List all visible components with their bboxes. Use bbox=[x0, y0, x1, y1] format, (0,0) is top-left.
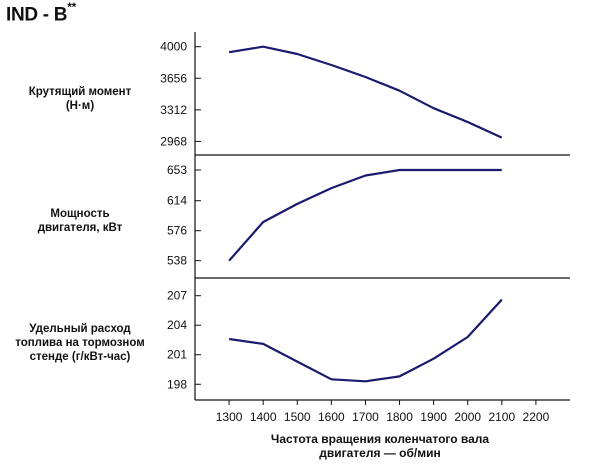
xtick-label-9: 2200 bbox=[523, 410, 550, 424]
fuel-series-line bbox=[228, 298, 503, 383]
xtick-label-4: 1700 bbox=[352, 410, 379, 424]
xtick-label-7: 2000 bbox=[454, 410, 481, 424]
torque-ytick-label-2: 3656 bbox=[160, 71, 187, 85]
torque-ytick-label-0: 2968 bbox=[160, 134, 187, 148]
power-label-line-1: Мощность bbox=[50, 208, 110, 220]
torque-ytick-label-1: 3312 bbox=[160, 103, 187, 117]
xtick-label-2: 1500 bbox=[284, 410, 311, 424]
torque-series-line bbox=[228, 45, 503, 139]
fuel-ytick-label-0: 198 bbox=[167, 377, 187, 391]
chart-title: IND - B** bbox=[6, 0, 76, 26]
fuel-ytick-label-1: 201 bbox=[167, 348, 187, 362]
xtick-label-0: 1300 bbox=[216, 410, 243, 424]
fuel-ytick-label-2: 204 bbox=[167, 318, 187, 332]
power-ytick-label-0: 538 bbox=[167, 254, 187, 268]
torque-label-line-2: (Н·м) bbox=[65, 100, 95, 112]
power-axis-label: Мощность двигателя, кВт bbox=[0, 207, 160, 235]
xtick-label-6: 1900 bbox=[420, 410, 447, 424]
xtick-label-1: 1400 bbox=[250, 410, 277, 424]
x-axis-label-line-2: двигателя — об/мин bbox=[319, 446, 441, 460]
fuel-ytick-label-3: 207 bbox=[167, 289, 187, 303]
power-ytick-label-1: 576 bbox=[167, 224, 187, 238]
fuel-label-line-2: топлива на тормозном bbox=[15, 337, 145, 349]
fuel-axis-label: Удельный расход топлива на тормозном сте… bbox=[0, 322, 160, 364]
power-label-line-2: двигателя, кВт bbox=[37, 222, 123, 234]
chart-plot-area: 2968 3312 3656 4000 538 576 614 653 198 201 204 207… bbox=[160, 32, 570, 424]
power-ytick-label-2: 614 bbox=[167, 194, 187, 208]
torque-label-line-1: Крутящий момент bbox=[28, 86, 132, 98]
xtick-label-5: 1800 bbox=[386, 410, 413, 424]
xtick-label-8: 2100 bbox=[488, 410, 515, 424]
x-axis-label-line-1: Частота вращения коленчатого вала bbox=[270, 432, 490, 446]
power-ytick-label-3: 653 bbox=[167, 163, 187, 177]
fuel-label-line-3: стенде (г/кВт-час) bbox=[29, 351, 131, 363]
power-series-line bbox=[228, 168, 502, 262]
fuel-label-line-1: Удельный расход bbox=[29, 323, 131, 335]
x-axis-label: Частота вращения коленчатого вала двигат… bbox=[230, 432, 530, 460]
torque-axis-label: Крутящий момент (Н·м) bbox=[0, 85, 160, 113]
torque-ytick-label-3: 4000 bbox=[160, 40, 187, 54]
xtick-label-3: 1600 bbox=[318, 410, 345, 424]
